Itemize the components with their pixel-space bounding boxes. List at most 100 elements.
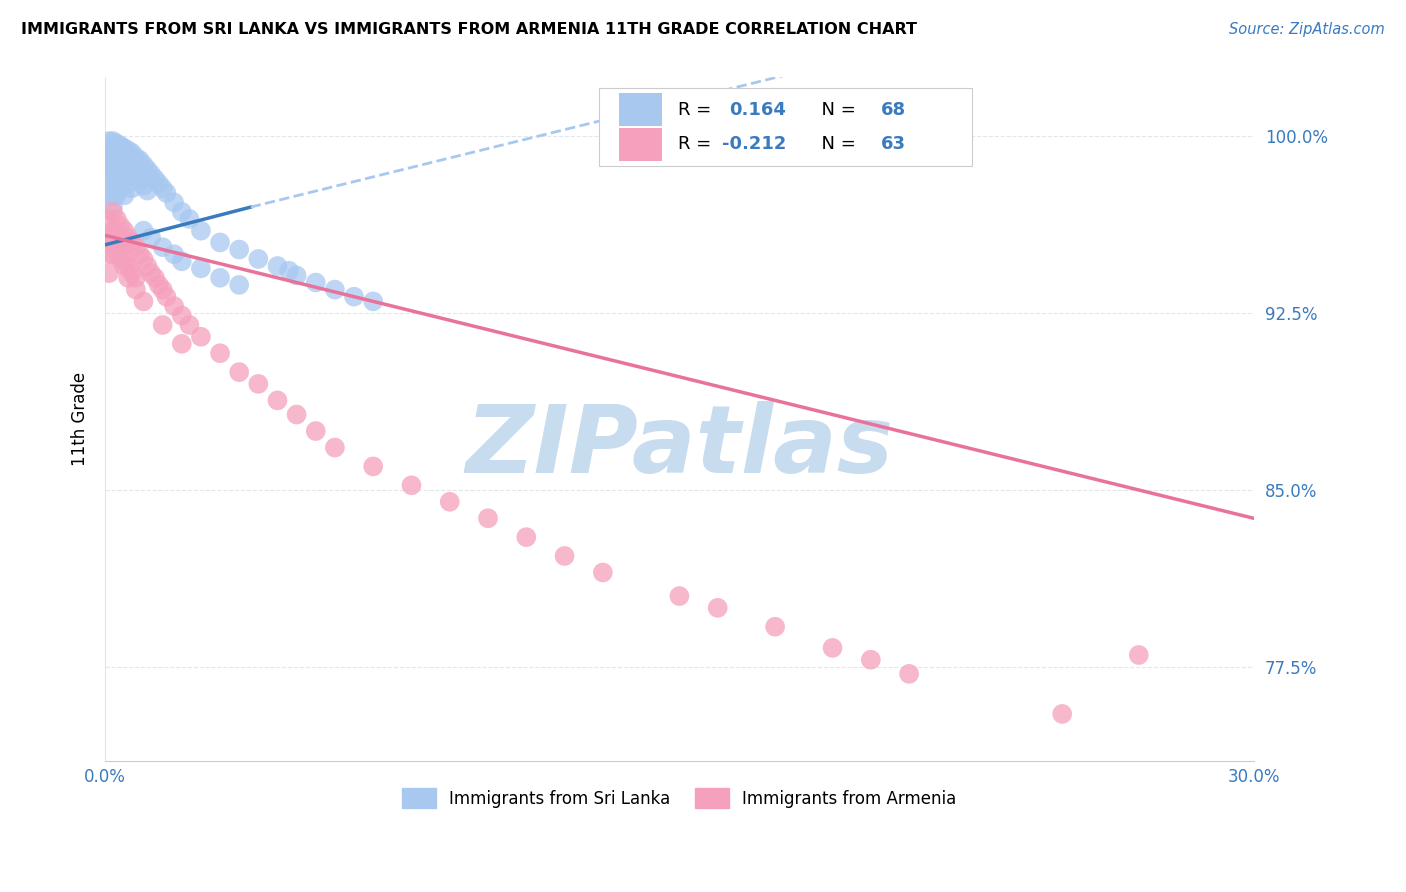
- Point: [132, 158, 155, 172]
- Point: [110, 243, 132, 257]
- Point: [105, 171, 128, 186]
- Point: [179, 318, 201, 332]
- Point: [278, 264, 301, 278]
- Point: [98, 228, 121, 243]
- Bar: [619, 94, 662, 126]
- Point: [323, 283, 346, 297]
- Point: [112, 252, 135, 266]
- Text: R =: R =: [678, 136, 717, 153]
- Point: [101, 141, 124, 155]
- Point: [105, 188, 128, 202]
- Point: [110, 252, 132, 266]
- Point: [98, 134, 121, 148]
- Point: [179, 211, 201, 226]
- Point: [105, 243, 128, 257]
- Point: [763, 620, 786, 634]
- Point: [554, 549, 576, 563]
- Point: [209, 235, 232, 250]
- Point: [101, 165, 124, 179]
- Point: [128, 153, 150, 167]
- Point: [228, 365, 250, 379]
- Text: 0.164: 0.164: [728, 101, 786, 119]
- Point: [112, 141, 135, 155]
- Point: [112, 224, 135, 238]
- Point: [112, 188, 135, 202]
- Point: [859, 653, 882, 667]
- Point: [898, 666, 921, 681]
- Point: [152, 240, 174, 254]
- Point: [117, 177, 139, 191]
- Point: [190, 330, 212, 344]
- Point: [361, 294, 384, 309]
- FancyBboxPatch shape: [599, 87, 973, 166]
- Point: [98, 158, 121, 172]
- Point: [121, 145, 143, 160]
- Point: [125, 151, 148, 165]
- Point: [343, 290, 366, 304]
- Point: [143, 171, 166, 186]
- Point: [136, 259, 159, 273]
- Point: [112, 169, 135, 184]
- Point: [148, 177, 170, 191]
- Point: [132, 178, 155, 193]
- Point: [141, 167, 163, 181]
- Point: [305, 424, 328, 438]
- Point: [98, 148, 121, 162]
- Point: [101, 188, 124, 202]
- Point: [110, 181, 132, 195]
- Point: [117, 158, 139, 172]
- Point: [98, 266, 121, 280]
- Point: [228, 243, 250, 257]
- Point: [152, 283, 174, 297]
- Point: [477, 511, 499, 525]
- Point: [125, 240, 148, 254]
- Point: [112, 153, 135, 167]
- Point: [112, 259, 135, 273]
- Text: R =: R =: [678, 101, 723, 119]
- Point: [136, 184, 159, 198]
- Point: [190, 261, 212, 276]
- Point: [101, 204, 124, 219]
- Point: [163, 195, 186, 210]
- Point: [121, 162, 143, 177]
- Point: [117, 270, 139, 285]
- Point: [163, 299, 186, 313]
- Point: [361, 459, 384, 474]
- Point: [209, 346, 232, 360]
- Point: [152, 318, 174, 332]
- Point: [323, 441, 346, 455]
- Point: [110, 219, 132, 233]
- Point: [1050, 706, 1073, 721]
- Text: -0.212: -0.212: [721, 136, 786, 153]
- Point: [515, 530, 537, 544]
- Point: [132, 294, 155, 309]
- Point: [125, 169, 148, 184]
- Point: [821, 640, 844, 655]
- Point: [110, 151, 132, 165]
- Point: [101, 224, 124, 238]
- Point: [101, 153, 124, 167]
- Point: [209, 270, 232, 285]
- Point: [98, 211, 121, 226]
- Point: [143, 270, 166, 285]
- Point: [117, 144, 139, 158]
- Point: [105, 211, 128, 226]
- Text: N =: N =: [810, 101, 862, 119]
- Point: [228, 277, 250, 292]
- Point: [141, 266, 163, 280]
- Point: [98, 228, 121, 243]
- Point: [117, 231, 139, 245]
- Point: [170, 204, 193, 219]
- Point: [98, 177, 121, 191]
- Point: [285, 408, 308, 422]
- Point: [247, 252, 270, 266]
- Legend: Immigrants from Sri Lanka, Immigrants from Armenia: Immigrants from Sri Lanka, Immigrants fr…: [396, 781, 963, 814]
- Point: [117, 259, 139, 273]
- Point: [98, 165, 121, 179]
- Text: ZIPatlas: ZIPatlas: [465, 401, 893, 492]
- Point: [148, 277, 170, 292]
- Point: [110, 165, 132, 179]
- Point: [285, 268, 308, 283]
- Text: IMMIGRANTS FROM SRI LANKA VS IMMIGRANTS FROM ARMENIA 11TH GRADE CORRELATION CHAR: IMMIGRANTS FROM SRI LANKA VS IMMIGRANTS …: [21, 22, 917, 37]
- Point: [105, 235, 128, 250]
